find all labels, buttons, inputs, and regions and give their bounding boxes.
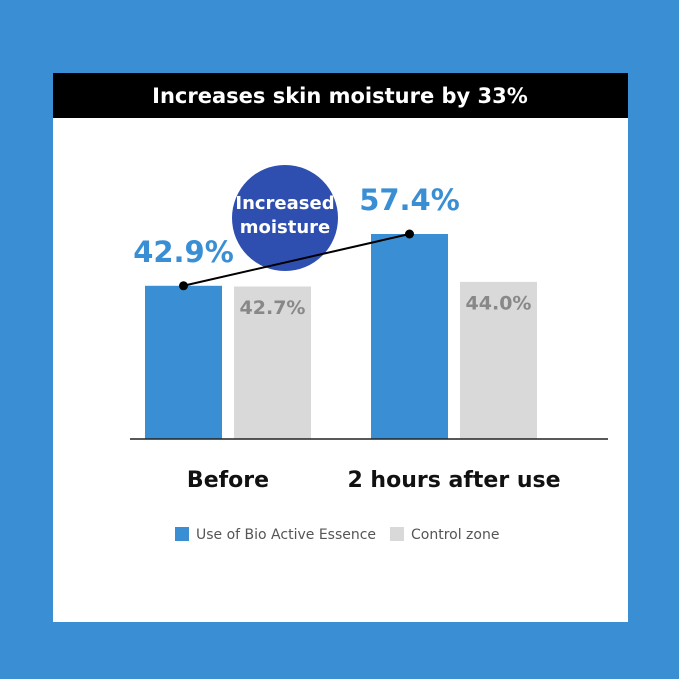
- connector-line: [183, 233, 410, 287]
- title-bar: [53, 73, 628, 118]
- bar: [371, 234, 448, 439]
- bar: [460, 281, 537, 439]
- value-label: 44.0%: [466, 292, 532, 314]
- connector-dot: [179, 281, 188, 291]
- x-tick-label: Before: [187, 468, 269, 493]
- annotation-text: Increased: [235, 193, 334, 214]
- connector-dot: [405, 229, 414, 239]
- annotation-circle: [232, 165, 338, 271]
- bar: [234, 286, 311, 439]
- legend-label: Use of Bio Active Essence: [196, 527, 376, 543]
- legend-swatch: [390, 527, 404, 541]
- value-label: 42.7%: [240, 297, 306, 319]
- annotation-text: moisture: [240, 217, 331, 238]
- chart-title: Increases skin moisture by 33%: [152, 84, 528, 108]
- legend-swatch: [175, 527, 189, 541]
- value-label: 42.9%: [133, 235, 234, 269]
- legend-label: Control zone: [411, 527, 499, 543]
- value-label: 57.4%: [359, 183, 460, 217]
- x-tick-label: 2 hours after use: [347, 468, 560, 493]
- bar: [145, 285, 222, 439]
